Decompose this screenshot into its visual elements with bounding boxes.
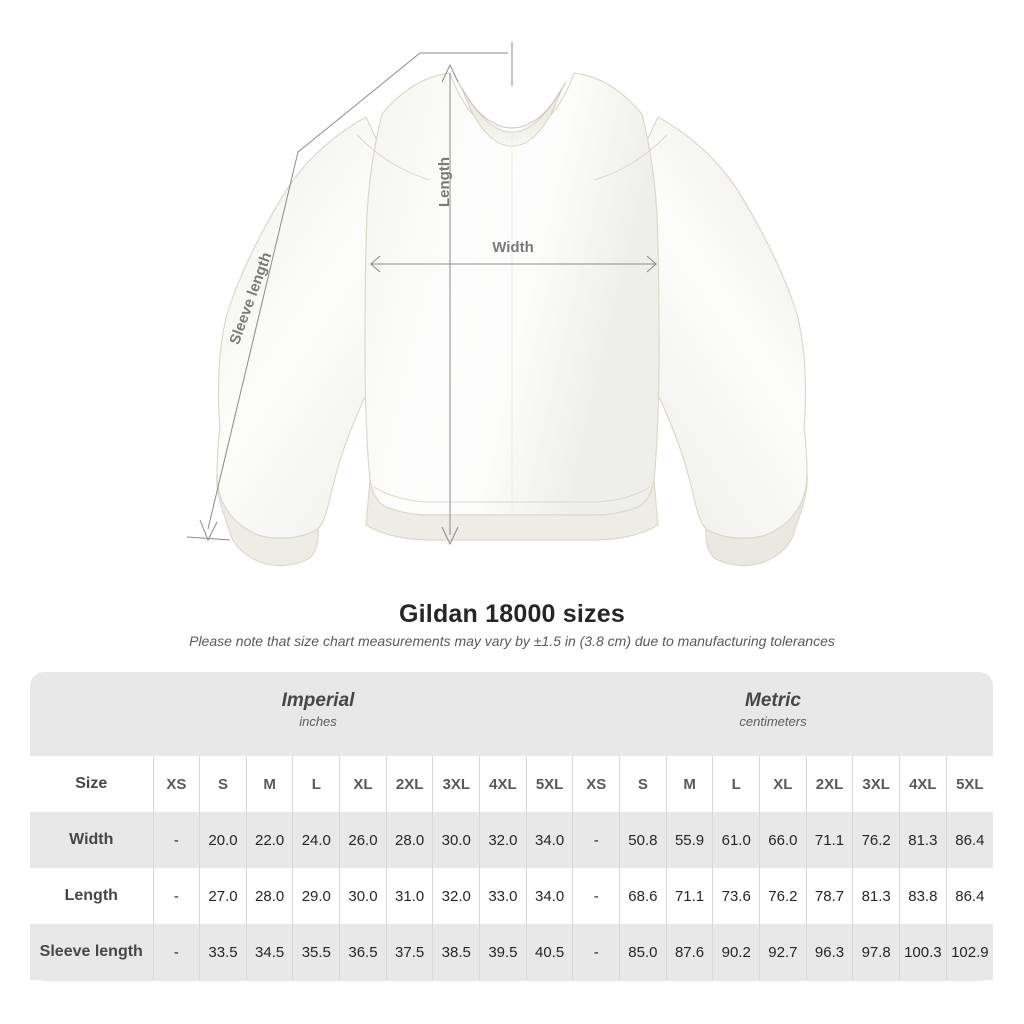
svg-text:Width: Width	[492, 239, 534, 256]
svg-text:Length: Length	[436, 157, 453, 207]
